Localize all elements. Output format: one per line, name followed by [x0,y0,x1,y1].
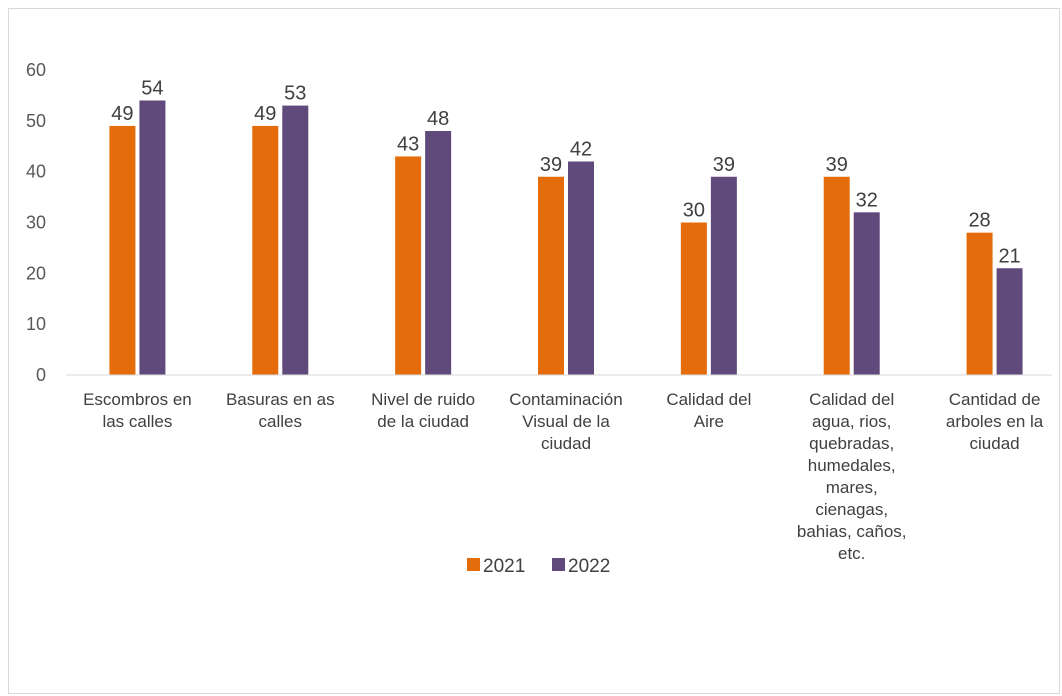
data-label-2021: 49 [254,103,276,125]
data-label-2022: 54 [141,78,163,100]
y-tick-label: 10 [26,314,46,334]
legend-swatch-2021 [467,558,480,571]
data-label-2022: 21 [998,245,1020,267]
bar-2021 [680,222,707,375]
bar-2021 [538,176,564,375]
data-label-2022: 48 [427,108,449,130]
data-label-2022: 39 [713,154,735,176]
data-label-2022: 53 [284,83,306,105]
category-label: Contaminación Visual de la ciudad [509,390,622,453]
chart-frame [8,8,1060,694]
data-label-2021: 43 [397,133,419,155]
legend-swatch-2022 [552,558,565,571]
category-label: Cantidad de arboles en la ciudad [946,390,1044,453]
bar-2022 [282,105,309,375]
y-tick-label: 50 [26,111,46,131]
category-labels: Escombros en las calles Basuras en as calle… [83,390,1044,563]
y-tick-label: 60 [26,60,46,80]
bar-2021 [395,156,422,375]
bar-2022 [425,131,452,375]
bar-2022 [139,100,166,375]
y-tick-label: 20 [26,263,46,283]
bar-2021 [966,232,993,375]
bar-2022 [853,212,880,375]
category-label: Nivel de ruido de la ciudad [371,390,475,431]
category-label: Escombros en las calles [83,390,192,431]
data-labels: 49 54 49 53 43 48 39 42 30 39 39 32 28 21 [111,78,1020,268]
bar-2022 [710,176,737,375]
data-label-2021: 30 [683,200,705,222]
bar-2022 [996,268,1023,375]
y-tick-label: 0 [36,365,46,385]
bar-2021 [109,125,136,376]
y-axis-ticks: 0 10 20 30 40 50 60 [26,60,46,385]
bars [109,100,1023,376]
category-label: Basuras en as calles [226,390,335,431]
bar-2021 [823,176,850,375]
category-label: Calidad del Aire [666,390,751,431]
category-label: Calidad del agua, rios, quebradas, humedale… [797,390,907,563]
y-tick-label: 40 [26,162,46,182]
data-label-2022: 32 [856,189,878,211]
y-tick-label: 30 [26,213,46,233]
data-label-2021: 49 [111,103,133,125]
bar-2021 [252,125,279,376]
bar-2022 [568,161,594,375]
data-label-2021: 28 [968,210,990,232]
data-label-2021: 39 [540,154,562,176]
legend-label-2022: 2022 [568,556,610,577]
legend-label-2021: 2021 [483,556,525,577]
legend: 2021 2022 [467,556,610,577]
data-label-2022: 42 [570,139,592,161]
data-label-2021: 39 [826,154,848,176]
